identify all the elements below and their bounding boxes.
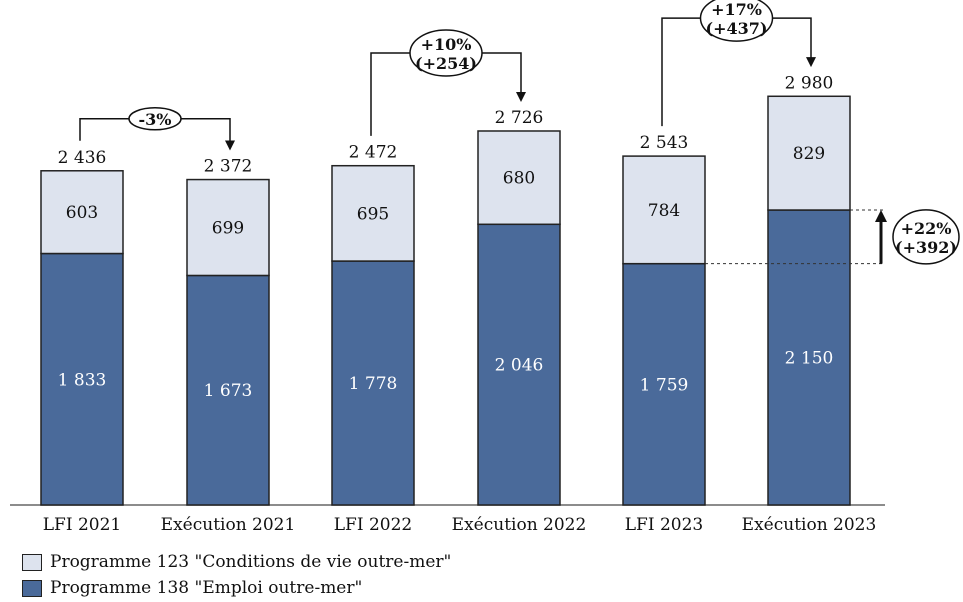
bar-programme-123-lfi-2022 <box>331 164 415 262</box>
bar-programme-138-lfi-2023 <box>622 262 706 506</box>
bar-programme-123-execution-2023 <box>767 95 851 211</box>
change-annotation-2-connector-left <box>370 52 410 136</box>
change-annotation-3-connector-right <box>772 17 812 59</box>
change-annotation-3-label-abs: (+437) <box>706 19 768 38</box>
data-label-programme-123-lfi-2023: 784 <box>648 201 680 221</box>
change-annotation-1-bubble <box>128 107 182 131</box>
total-label-lfi-2023: 2 543 <box>640 133 689 153</box>
data-label-programme-123-lfi-2021: 603 <box>66 203 98 223</box>
total-label-execution-2022: 2 726 <box>495 108 544 128</box>
bar-programme-138-execution-2022 <box>477 223 561 506</box>
x-tick-label-lfi-2023: LFI 2023 <box>625 515 703 535</box>
bar-programme-138-lfi-2021 <box>40 252 124 506</box>
data-label-programme-123-lfi-2022: 695 <box>357 204 389 224</box>
total-label-lfi-2021: 2 436 <box>58 148 107 168</box>
change-annotation-2-label-pct: +10% <box>421 35 472 54</box>
legend-swatch-programme-138 <box>22 579 42 597</box>
data-label-programme-138-lfi-2023: 1 759 <box>640 375 689 395</box>
change-annotation-3-arrowhead <box>806 57 816 68</box>
increase-bubble <box>892 209 960 265</box>
x-tick-label-lfi-2021: LFI 2021 <box>43 515 121 535</box>
data-label-programme-138-execution-2023: 2 150 <box>785 349 834 369</box>
change-annotation-2-bubble <box>409 29 483 77</box>
increase-label-pct: +22% <box>901 219 952 238</box>
change-annotation-3-connector-left <box>661 17 701 127</box>
stacked-bar-chart: 1 833 603 2 436 LFI 2021 1 673 699 2 372 Exécut… <box>10 0 960 535</box>
change-annotation-1-connector-left <box>79 118 129 141</box>
change-annotation-3-label-pct: +17% <box>711 0 762 19</box>
legend-item-programme-123: Programme 123 "Conditions de vie outre-m… <box>22 552 451 572</box>
increase-label-abs: (+392) <box>895 238 957 257</box>
total-label-execution-2021: 2 372 <box>204 157 253 177</box>
total-label-lfi-2022: 2 472 <box>349 143 398 163</box>
change-annotation-3-bubble <box>699 0 774 42</box>
bar-programme-138-execution-2023 <box>767 209 851 506</box>
data-label-programme-123-execution-2021: 699 <box>212 219 244 239</box>
change-annotation-2-label-abs: (+254) <box>415 54 477 73</box>
legend-item-programme-138: Programme 138 "Emploi outre-mer" <box>22 578 362 598</box>
change-annotation-2-connector-right <box>482 52 522 93</box>
x-tick-label-execution-2023: Exécution 2023 <box>742 515 877 535</box>
legend-label-programme-123: Programme 123 "Conditions de vie outre-m… <box>50 552 452 572</box>
increase-arrowhead <box>875 210 887 223</box>
change-annotation-1-connector-right <box>181 118 231 142</box>
bar-programme-123-lfi-2021 <box>40 170 124 255</box>
data-label-programme-123-execution-2023: 829 <box>793 144 825 164</box>
bar-programme-123-lfi-2023 <box>622 155 706 265</box>
data-label-programme-138-execution-2021: 1 673 <box>204 381 253 401</box>
x-tick-label-execution-2021: Exécution 2021 <box>161 515 296 535</box>
change-annotation-1-arrowhead <box>225 140 235 151</box>
change-annotation-2-arrowhead <box>516 91 526 102</box>
bar-programme-123-execution-2022 <box>477 130 561 226</box>
legend-label-programme-138: Programme 138 "Emploi outre-mer" <box>50 578 363 598</box>
legend-swatch-programme-123 <box>22 553 42 571</box>
bar-programme-138-lfi-2022 <box>331 260 415 506</box>
data-label-programme-138-execution-2022: 2 046 <box>495 356 544 376</box>
data-label-programme-123-execution-2022: 680 <box>503 169 535 189</box>
data-label-programme-138-lfi-2022: 1 778 <box>349 374 398 394</box>
x-tick-label-lfi-2022: LFI 2022 <box>334 515 412 535</box>
x-tick-label-execution-2022: Exécution 2022 <box>452 515 587 535</box>
data-label-programme-138-lfi-2021: 1 833 <box>58 370 107 390</box>
total-label-execution-2023: 2 980 <box>785 73 834 93</box>
change-annotation-1-label: -3% <box>139 110 172 129</box>
bar-programme-123-execution-2021 <box>186 178 270 277</box>
